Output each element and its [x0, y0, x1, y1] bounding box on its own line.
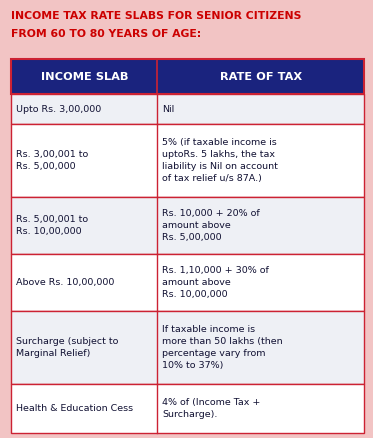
- Bar: [11, 384, 364, 433]
- Text: FROM 60 TO 80 YEARS OF AGE:: FROM 60 TO 80 YEARS OF AGE:: [11, 29, 201, 39]
- Text: RATE OF TAX: RATE OF TAX: [220, 72, 302, 82]
- Text: If taxable income is
more than 50 lakhs (then
percentage vary from
10% to 37%): If taxable income is more than 50 lakhs …: [162, 325, 283, 370]
- Text: Health & Education Cess: Health & Education Cess: [16, 404, 133, 413]
- Text: 4% of (Income Tax +
Surcharge).: 4% of (Income Tax + Surcharge).: [162, 398, 260, 419]
- Text: Above Rs. 10,00,000: Above Rs. 10,00,000: [16, 278, 114, 287]
- Text: INCOME SLAB: INCOME SLAB: [41, 72, 128, 82]
- Text: 5% (if taxable income is
uptoRs. 5 lakhs, the tax
liability is Nil on account
of: 5% (if taxable income is uptoRs. 5 lakhs…: [162, 138, 278, 183]
- Bar: [11, 197, 364, 254]
- Bar: [11, 124, 364, 197]
- Text: INCOME TAX RATE SLABS FOR SENIOR CITIZENS: INCOME TAX RATE SLABS FOR SENIOR CITIZEN…: [11, 11, 301, 21]
- Text: Rs. 5,00,001 to
Rs. 10,00,000: Rs. 5,00,001 to Rs. 10,00,000: [16, 215, 88, 236]
- Text: Rs. 3,00,001 to
Rs. 5,00,000: Rs. 3,00,001 to Rs. 5,00,000: [16, 150, 88, 171]
- Bar: [11, 94, 364, 124]
- Text: Nil: Nil: [162, 105, 174, 114]
- Text: Rs. 1,10,000 + 30% of
amount above
Rs. 10,00,000: Rs. 1,10,000 + 30% of amount above Rs. 1…: [162, 266, 269, 299]
- Text: Upto Rs. 3,00,000: Upto Rs. 3,00,000: [16, 105, 101, 114]
- Bar: [11, 59, 364, 94]
- Text: Surcharge (subject to
Marginal Relief): Surcharge (subject to Marginal Relief): [16, 337, 118, 358]
- Bar: [11, 254, 364, 311]
- Bar: [11, 311, 364, 384]
- Text: Rs. 10,000 + 20% of
amount above
Rs. 5,00,000: Rs. 10,000 + 20% of amount above Rs. 5,0…: [162, 209, 260, 242]
